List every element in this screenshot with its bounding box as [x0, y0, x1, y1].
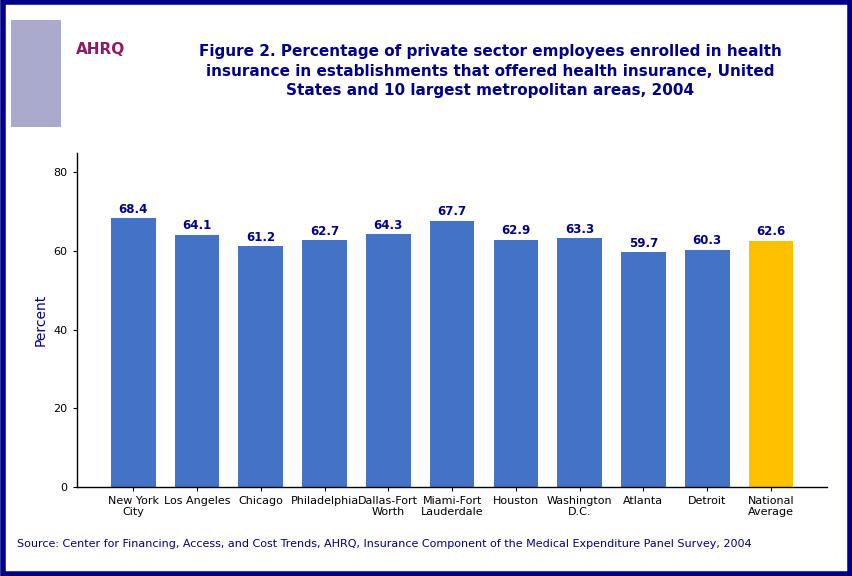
- Text: 67.7: 67.7: [437, 205, 466, 218]
- Bar: [175, 235, 219, 487]
- Text: 63.3: 63.3: [564, 222, 594, 236]
- Text: 61.2: 61.2: [246, 231, 275, 244]
- Text: 68.4: 68.4: [118, 203, 147, 215]
- Bar: [302, 240, 347, 487]
- Text: Source: Center for Financing, Access, and Cost Trends, AHRQ, Insurance Component: Source: Center for Financing, Access, an…: [17, 539, 751, 550]
- Y-axis label: Percent: Percent: [34, 294, 48, 346]
- Bar: [620, 252, 665, 487]
- Text: AHRQ: AHRQ: [77, 43, 125, 58]
- Text: 60.3: 60.3: [692, 234, 721, 247]
- Text: 62.9: 62.9: [501, 224, 530, 237]
- Bar: [429, 221, 474, 487]
- Text: 59.7: 59.7: [628, 237, 657, 250]
- Bar: [239, 246, 283, 487]
- Text: 64.3: 64.3: [373, 219, 402, 232]
- Text: 64.1: 64.1: [182, 219, 211, 233]
- Bar: [366, 234, 410, 487]
- Bar: [11, 20, 61, 127]
- Bar: [684, 250, 728, 487]
- Text: Advancing
Excellence in
Health Care: Advancing Excellence in Health Care: [76, 66, 126, 97]
- Bar: [493, 240, 538, 487]
- Text: Figure 2. Percentage of private sector employees enrolled in health
insurance in: Figure 2. Percentage of private sector e…: [199, 44, 781, 98]
- Text: 62.6: 62.6: [756, 225, 785, 238]
- Bar: [111, 218, 155, 487]
- Bar: [748, 241, 792, 487]
- Text: 62.7: 62.7: [309, 225, 339, 238]
- Bar: [556, 238, 602, 487]
